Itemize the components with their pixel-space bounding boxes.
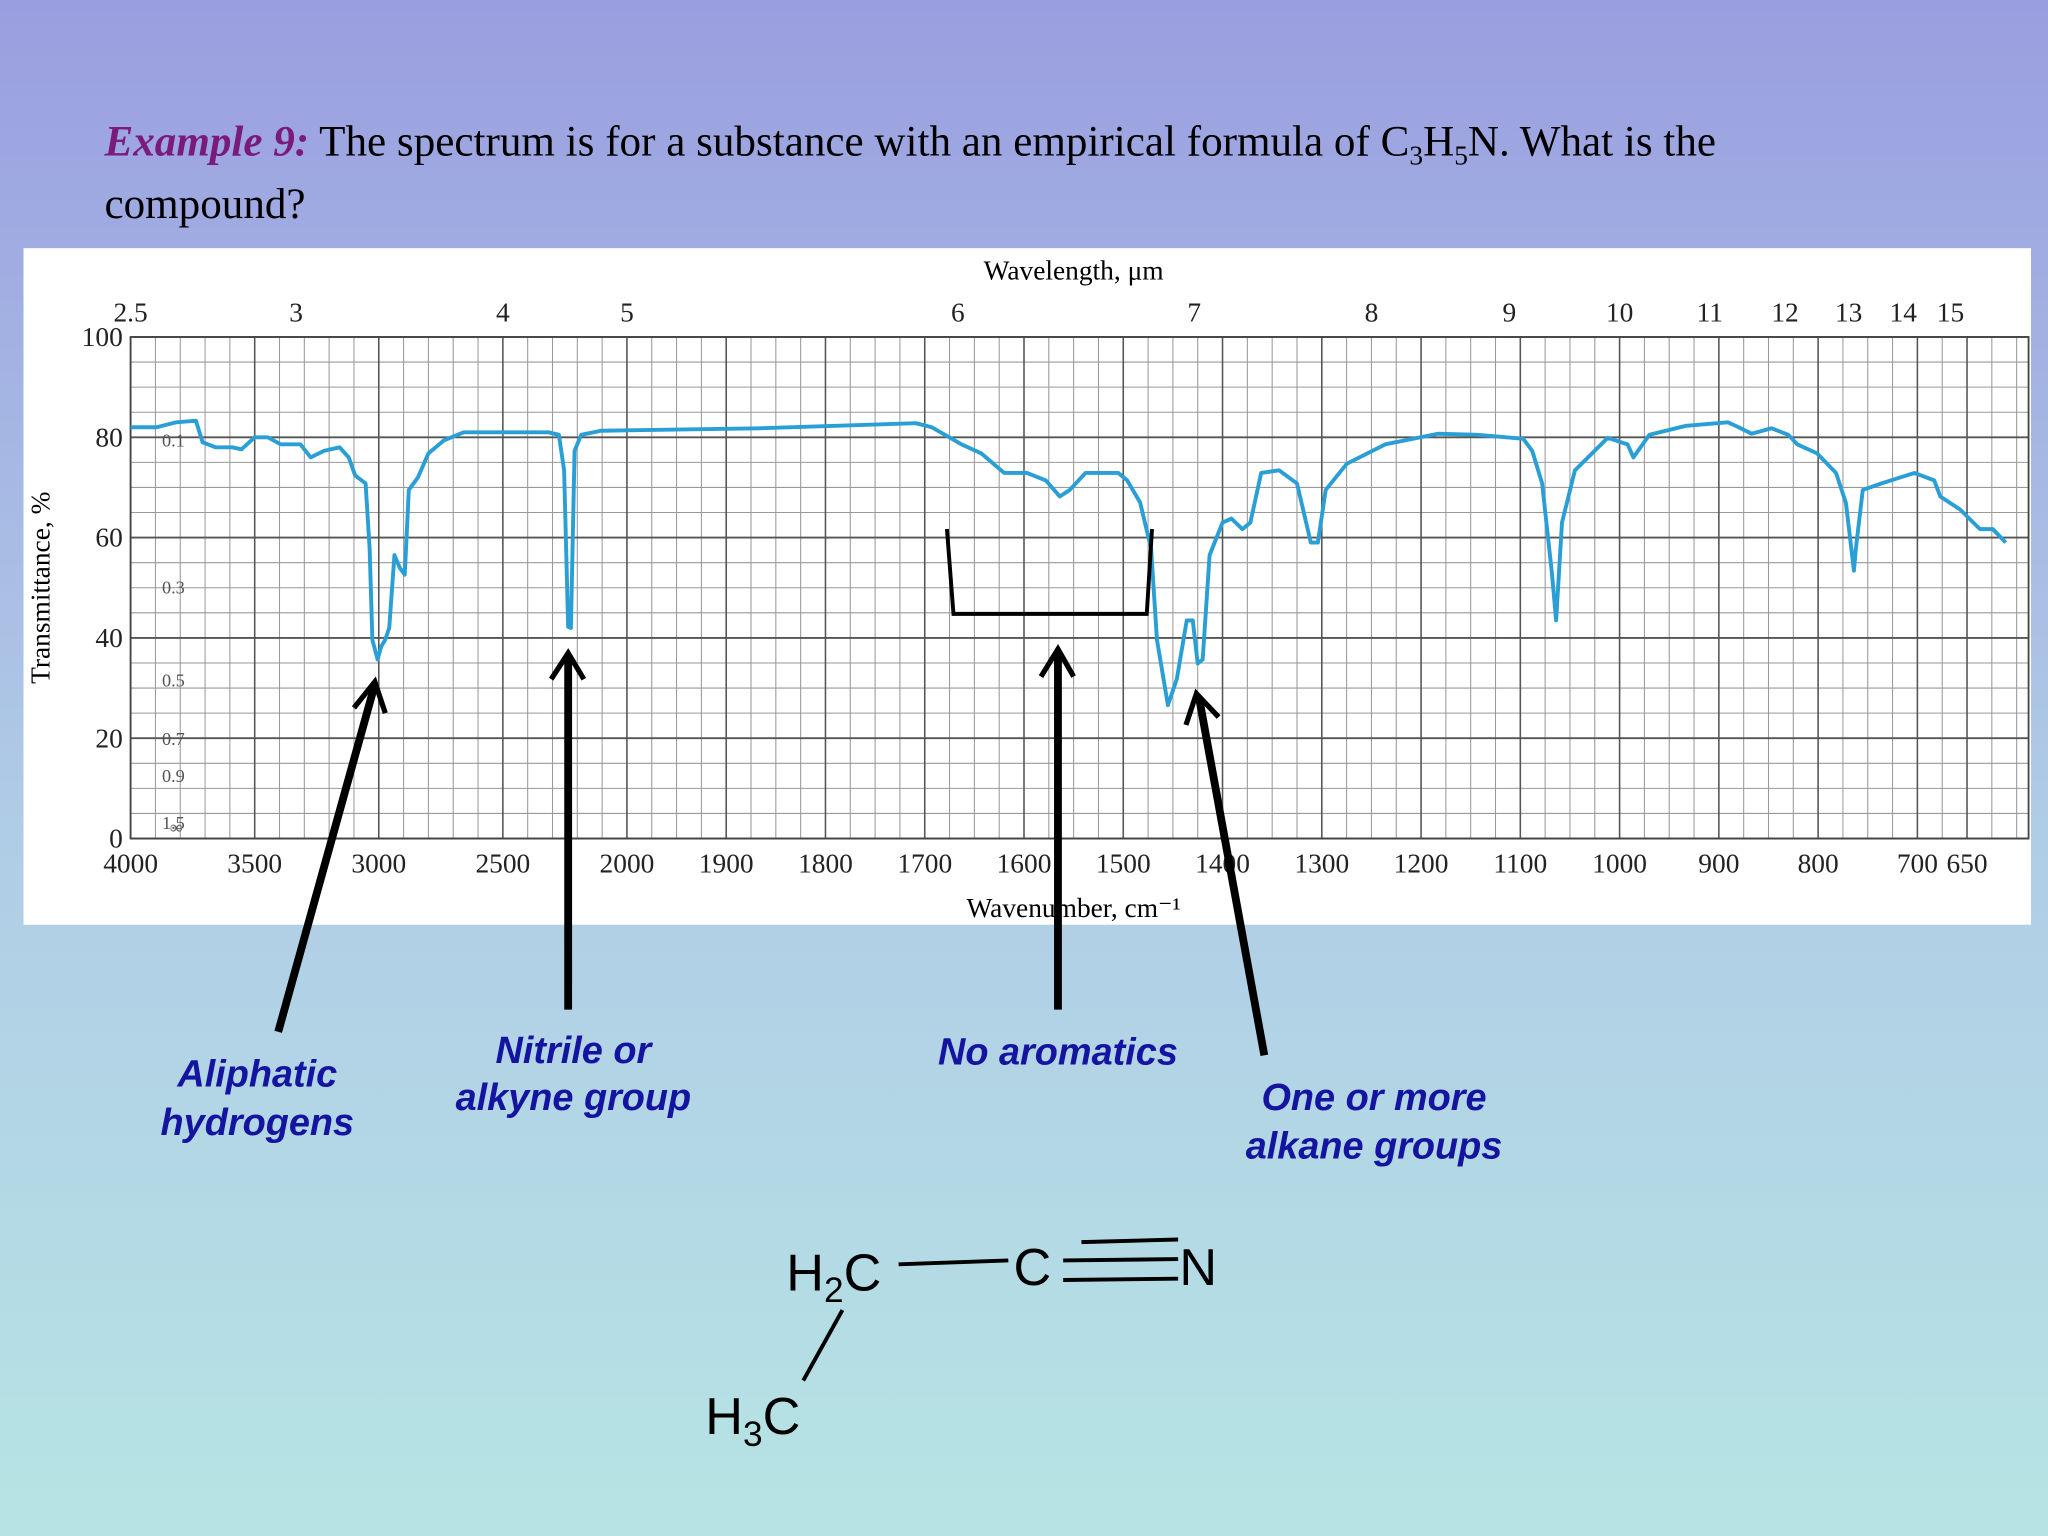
top-tick-label: 11 xyxy=(1697,297,1723,327)
y-tick-label: 60 xyxy=(95,523,122,553)
spectrum-line xyxy=(130,418,2008,708)
y-tick-label: 0 xyxy=(109,824,123,854)
x-tick-label: 1000 xyxy=(1592,848,1647,878)
top-tick-label: 7 xyxy=(1187,297,1201,327)
x-tick-label: 2000 xyxy=(600,848,655,878)
x-tick-label: 2500 xyxy=(475,848,530,878)
absorbance-label: ∞ xyxy=(170,817,183,837)
bond xyxy=(898,1258,1009,1267)
top-tick-label: 8 xyxy=(1365,297,1379,327)
x-tick-label: 1400 xyxy=(1195,848,1250,878)
bond xyxy=(1081,1237,1179,1245)
top-tick-label: 15 xyxy=(1937,297,1964,327)
atom: H xyxy=(705,1388,743,1446)
absorbance-label: 0.1 xyxy=(162,431,185,451)
annotation-line: alkyne group xyxy=(456,1077,692,1119)
title-text: The spectrum is for a substance with an … xyxy=(309,118,1380,165)
x-tick-label: 650 xyxy=(1946,848,1987,878)
x-tick-label: 3500 xyxy=(227,848,282,878)
formula-sub: 3 xyxy=(1409,141,1423,171)
annotation-line: hydrogens xyxy=(161,1102,355,1144)
example-label: Example 9: xyxy=(103,118,309,165)
atom: H xyxy=(786,1244,824,1302)
absorbance-label: 0.5 xyxy=(162,670,185,690)
arrow xyxy=(1195,696,1269,1057)
top-tick-label: 6 xyxy=(951,297,965,327)
absorbance-label: 0.3 xyxy=(162,578,185,598)
x-tick-label: 1900 xyxy=(699,848,754,878)
y-tick-label: 80 xyxy=(95,422,122,452)
x-tick-label: 1500 xyxy=(1096,848,1151,878)
x-axis-label: Wavenumber, cm⁻¹ xyxy=(967,893,1181,923)
x-tick-label: 1100 xyxy=(1493,848,1547,878)
atom: C xyxy=(763,1388,801,1446)
atom: N xyxy=(1179,1239,1217,1297)
annotation-line: No aromatics xyxy=(938,1031,1178,1073)
formula-sub: 5 xyxy=(1454,141,1468,171)
x-tick-label: 4000 xyxy=(103,848,158,878)
y-tick-label: 100 xyxy=(82,322,123,352)
atom-sub: 2 xyxy=(824,1271,844,1310)
arrow-head xyxy=(1038,644,1076,678)
x-tick-label: 1700 xyxy=(897,848,952,878)
arrow-head xyxy=(548,648,587,681)
x-tick-label: 1600 xyxy=(997,848,1052,878)
formula-part: N xyxy=(1468,118,1499,165)
x-tick-label: 900 xyxy=(1698,848,1739,878)
top-tick-label: 12 xyxy=(1771,297,1798,327)
bond xyxy=(801,1309,845,1382)
top-tick-label: 9 xyxy=(1502,297,1516,327)
slide-title: Example 9: The spectrum is for a substan… xyxy=(103,118,1716,170)
bracket xyxy=(944,528,1154,616)
top-tick-label: 14 xyxy=(1890,297,1918,327)
y-tick-label: 20 xyxy=(95,723,122,753)
top-tick-label: 10 xyxy=(1606,297,1633,327)
top-tick-label: 3 xyxy=(289,297,303,327)
chart-panel xyxy=(23,248,2032,925)
plot-frame xyxy=(129,336,2030,840)
absorbance-label: 0.7 xyxy=(162,729,185,749)
annotation: Aliphatic hydrogens xyxy=(161,1054,355,1144)
x-tick-label: 700 xyxy=(1897,848,1938,878)
annotation: One or more alkane groups xyxy=(1246,1077,1503,1167)
top-tick-label: 5 xyxy=(620,297,634,327)
arrow-head xyxy=(1183,688,1221,726)
bond xyxy=(1063,1276,1179,1282)
title-line2: compound? xyxy=(104,181,305,228)
annotation-line: Nitrile or xyxy=(496,1030,654,1072)
annotation-line: alkane groups xyxy=(1246,1126,1503,1168)
y-axis-label: Transmittance, % xyxy=(26,492,56,684)
annotation-line: Aliphatic xyxy=(176,1054,337,1096)
annotation: Nitrile or alkyne group xyxy=(456,1030,692,1119)
x-tick-label: 1200 xyxy=(1394,848,1449,878)
formula-part: C xyxy=(1381,118,1410,165)
title-text: . What is the xyxy=(1499,118,1716,165)
x-tick-label: 800 xyxy=(1798,848,1839,878)
y-tick-label: 40 xyxy=(95,623,122,653)
top-tick-label: 13 xyxy=(1835,297,1862,327)
top-axis-label: Wavelength, μm xyxy=(984,256,1164,286)
atom: C xyxy=(844,1244,882,1302)
chart: 4000 3500 3000 2500 2000 1900 1800 1700 1600 1500… xyxy=(26,256,2030,923)
atom-group: H3C xyxy=(705,1388,800,1454)
atom: C xyxy=(1014,1239,1052,1297)
x-tick-label: 1800 xyxy=(798,848,853,878)
absorbance-label: 1.5 xyxy=(162,813,185,833)
atom-group: H2C xyxy=(786,1244,881,1310)
formula-part: H xyxy=(1423,118,1454,165)
annotation: No aromatics xyxy=(938,1031,1178,1073)
arrow xyxy=(274,683,379,1033)
arrow-head xyxy=(351,676,388,714)
molecule: H2C C N H3C xyxy=(705,1237,1217,1454)
atom-sub: 3 xyxy=(743,1415,763,1454)
x-tick-label: 3000 xyxy=(351,848,406,878)
x-tick-label: 1300 xyxy=(1294,848,1349,878)
top-tick-label: 4 xyxy=(496,297,510,327)
annotation-line: One or more xyxy=(1261,1077,1486,1119)
bond xyxy=(1063,1257,1179,1263)
absorbance-label: 0.9 xyxy=(162,766,185,786)
top-tick-label: 2.5 xyxy=(113,297,147,327)
